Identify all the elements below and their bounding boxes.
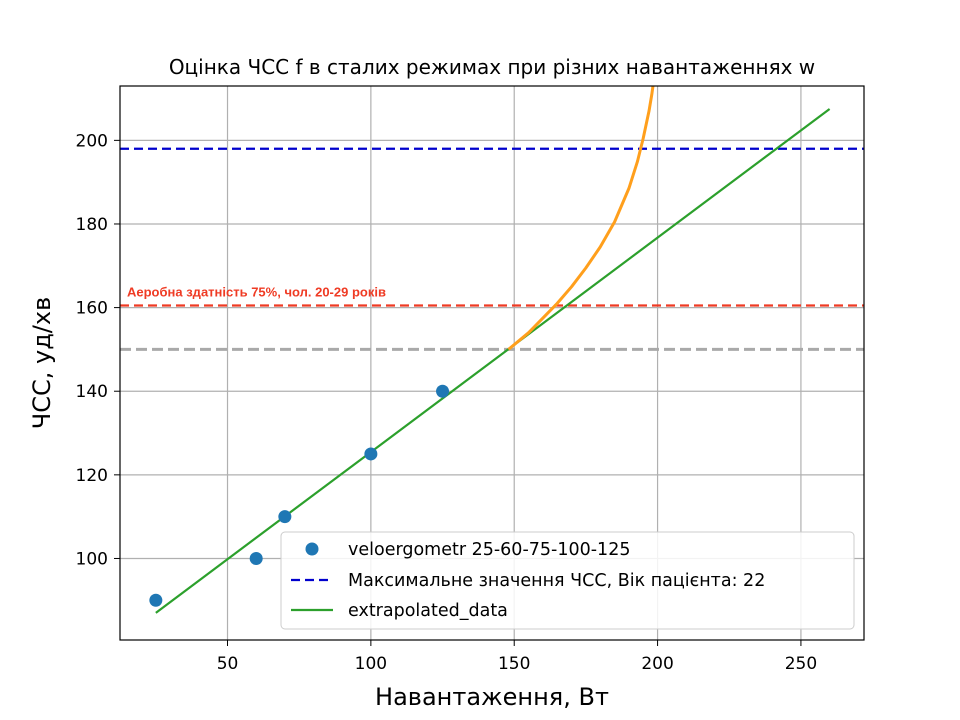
x-tick-label: 50: [217, 654, 239, 674]
y-tick-label: 100: [76, 549, 108, 569]
y-tick-label: 140: [76, 382, 108, 402]
x-tick-label: 100: [355, 654, 387, 674]
y-tick-label: 160: [76, 299, 108, 319]
plot-area: [120, 86, 864, 614]
data-point: [364, 447, 378, 461]
y-axis-label: ЧСС, уд/хв: [28, 297, 56, 429]
x-axis-label: Навантаження, Вт: [375, 683, 609, 711]
y-tick-label: 120: [76, 466, 108, 486]
legend-entry-scatter: veloergometr 25-60-75-100-125: [348, 540, 630, 560]
x-tick-label: 200: [641, 654, 673, 674]
ticks: 50 100 150 200 250 100 120 140 160 180 200: [76, 131, 818, 674]
data-point: [278, 510, 292, 524]
y-tick-label: 200: [76, 131, 108, 151]
data-point: [249, 551, 263, 565]
legend-entry-max-hr: Максимальне значення ЧСС, Вік пацієнта: …: [348, 571, 765, 591]
x-tick-label: 250: [785, 654, 817, 674]
hr-curve: [507, 86, 655, 351]
legend: veloergometr 25-60-75-100-125 Максимальн…: [280, 531, 855, 630]
x-tick-label: 150: [498, 654, 530, 674]
y-tick-label: 180: [76, 215, 108, 235]
legend-entry-extrapolated: extrapolated_data: [348, 601, 508, 621]
series-layer: [120, 86, 864, 614]
data-point: [436, 384, 450, 398]
aerobic-capacity-annotation: Аеробна здатність 75%, чол. 20-29 років: [127, 285, 386, 300]
legend-box: [280, 531, 855, 630]
extrapolated-line: [155, 108, 831, 614]
data-point: [149, 593, 163, 607]
plot-frame: [119, 85, 865, 641]
legend-marker-scatter: [305, 542, 319, 556]
chart-title: Оцінка ЧСС f в сталих режимах при різних…: [169, 55, 815, 79]
